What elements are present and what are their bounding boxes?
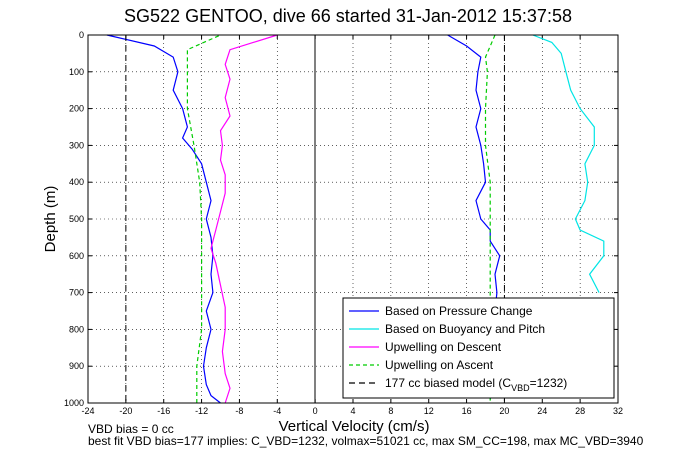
- plot-frame: [87, 34, 619, 404]
- footnote-vbd-bias: VBD bias = 0 cc: [88, 422, 174, 436]
- legend-model-prefix: 177 cc biased model (C: [385, 376, 511, 390]
- y-tick-label: 300: [69, 140, 84, 150]
- chart-title: SG522 GENTOO, dive 66 started 31-Jan-201…: [124, 6, 572, 26]
- x-tick-label: -20: [119, 406, 132, 416]
- legend-items: Based on Pressure Change Based on Buoyanc…: [349, 304, 545, 372]
- legend-label: Based on Pressure Change: [385, 304, 533, 318]
- x-tick-label: -24: [81, 406, 94, 416]
- legend-model-subscript: VBD: [511, 383, 530, 393]
- y-tick-label: 200: [69, 104, 84, 114]
- x-tick-label: 20: [499, 406, 509, 416]
- x-axis-ticks: -24 -20 -16 -12 -8 -4 0 4 8 12 16 20 24 28 32: [81, 35, 623, 416]
- x-tick-label: 28: [575, 406, 585, 416]
- y-tick-label: 0: [79, 30, 84, 40]
- x-tick-label: 4: [350, 406, 355, 416]
- series-based-on-buoyancy-and-pitch-line: [532, 34, 605, 293]
- legend-label-model: 177 cc biased model (CVBD=1232): [385, 376, 567, 393]
- x-tick-label: -16: [157, 406, 170, 416]
- y-tick-label: 1000: [64, 398, 84, 408]
- x-tick-label: 12: [424, 406, 434, 416]
- legend-label: Based on Buoyancy and Pitch: [385, 322, 545, 336]
- y-tick-label: 100: [69, 67, 84, 77]
- x-tick-label: 32: [613, 406, 623, 416]
- x-tick-label: 8: [388, 406, 393, 416]
- legend-box: [342, 297, 615, 399]
- legend-label: Upwelling on Descent: [385, 340, 502, 354]
- x-tick-label: -8: [235, 406, 243, 416]
- x-axis-label: Vertical Velocity (cm/s): [279, 418, 430, 435]
- y-tick-label: 400: [69, 177, 84, 187]
- series-upwelling-on-descent-line: [210, 34, 278, 404]
- x-tick-label: 24: [537, 406, 547, 416]
- legend-model-suffix: =1232): [530, 376, 568, 390]
- legend-label: Upwelling on Ascent: [385, 358, 494, 372]
- y-tick-label: 900: [69, 361, 84, 371]
- y-axis-label: Depth (m): [42, 186, 59, 253]
- x-tick-label: 16: [462, 406, 472, 416]
- y-tick-label: 500: [69, 214, 84, 224]
- x-tick-label: 0: [313, 406, 318, 416]
- y-tick-label: 600: [69, 251, 84, 261]
- x-tick-label: -12: [195, 406, 208, 416]
- legend: Based on Pressure Change Based on Buoyanc…: [342, 297, 615, 399]
- x-tick-label: -4: [273, 406, 281, 416]
- footnote-best-fit: best fit VBD bias=177 implies: C_VBD=123…: [88, 434, 644, 448]
- y-tick-label: 800: [69, 324, 84, 334]
- y-tick-label: 700: [69, 288, 84, 298]
